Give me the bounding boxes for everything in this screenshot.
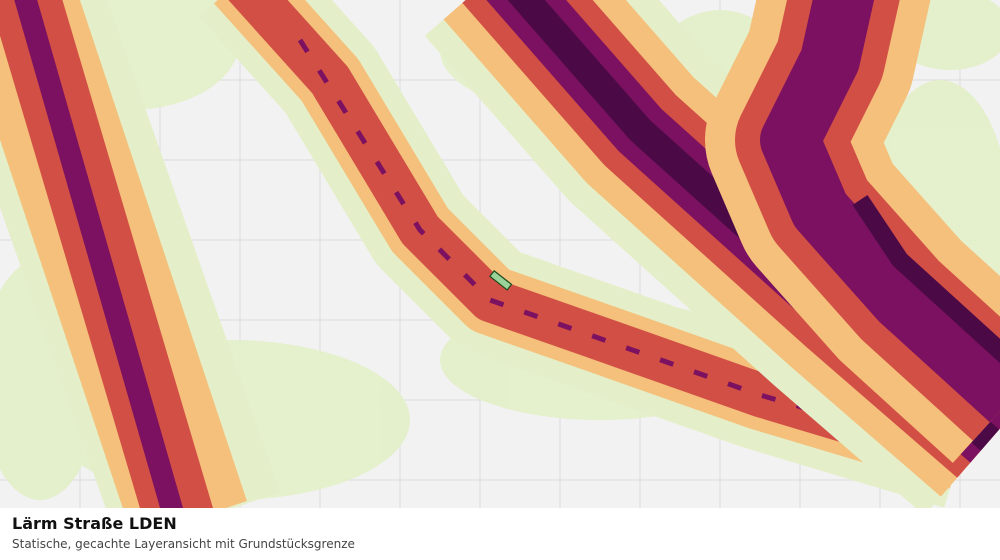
parcel-boundary (489, 270, 513, 291)
legend-panel: Lärm Straße LDEN Statische, gecachte Lay… (0, 508, 1000, 560)
layer-title: Lärm Straße LDEN (12, 514, 177, 533)
layer-subtitle: Statische, gecachte Layeransicht mit Gru… (12, 537, 355, 551)
road-left (0, 0, 281, 508)
noise-map (0, 0, 1000, 508)
road-right-b (705, 0, 1000, 463)
road-middle (199, 0, 976, 508)
